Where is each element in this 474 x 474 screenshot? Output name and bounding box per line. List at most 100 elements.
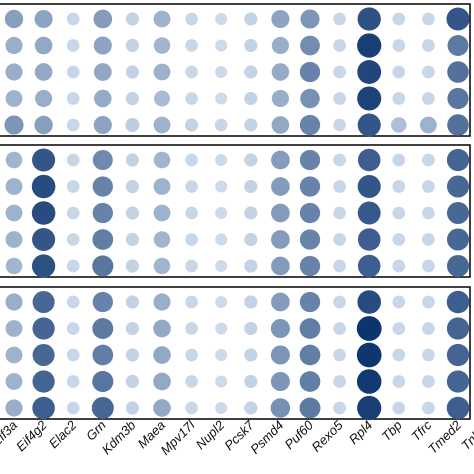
dot-kdm3b-panel3-row2 <box>126 322 139 335</box>
dot-eif4g2-panel2-row3 <box>32 201 56 225</box>
dot-rpl4-panel2-row5 <box>358 255 381 278</box>
dot-tfrc-panel3-row4 <box>422 375 435 388</box>
dot-rpl4-panel2-row1 <box>358 149 381 172</box>
dot-pcsk7-panel2-row2 <box>244 180 257 193</box>
dot-tmed2-panel3-row2 <box>447 317 469 339</box>
dot-maea-panel2-row3 <box>154 205 171 222</box>
dot-psmd4-panel2-row4 <box>271 230 290 249</box>
dot-tfrc-panel3-row5 <box>422 402 435 415</box>
dot-tfrc-panel3-row1 <box>422 296 435 309</box>
dot-psmd4-panel3-row3 <box>271 345 290 364</box>
tick-label-tbp: Tbp <box>378 418 404 444</box>
dot-grn-panel1-row2 <box>94 36 112 54</box>
dot-rpl4-panel1-row2 <box>357 33 381 57</box>
dot-eif4g2-panel3-row3 <box>33 344 55 366</box>
dot-puf60-panel3-row5 <box>300 398 321 419</box>
dot-rexo5-panel2-row1 <box>333 154 346 167</box>
dot-rpl4-panel3-row5 <box>357 396 381 420</box>
dot-tfrc-panel1-row1 <box>422 13 435 26</box>
dot-pcsk7-panel1-row2 <box>244 39 257 52</box>
dot-nupl2-panel3-row4 <box>215 375 227 387</box>
dot-rexo5-panel2-row3 <box>333 207 346 220</box>
panel-2 <box>0 145 474 278</box>
dot-tfrc-panel2-row2 <box>422 180 435 193</box>
dot-kdm3b-panel2-row4 <box>126 233 139 246</box>
dot-maea-panel1-row4 <box>154 91 170 107</box>
dot-psmd4-panel2-row3 <box>271 204 290 223</box>
dot-eif3a-panel2-row5 <box>6 258 23 275</box>
dot-grn-panel1-row3 <box>94 63 112 81</box>
dot-rexo5-panel1-row5 <box>333 119 346 132</box>
dot-mpv17l-panel2-row5 <box>185 260 198 273</box>
dot-nupl2-panel1-row1 <box>215 13 227 25</box>
dot-pcsk7-panel1-row5 <box>244 118 257 131</box>
dot-tmed2-panel1-row4 <box>447 88 468 109</box>
dot-tbp-panel2-row5 <box>392 260 405 273</box>
dot-eif3a-panel1-row4 <box>6 90 23 107</box>
dot-rpl4-panel3-row1 <box>357 290 381 314</box>
dot-pcsk7-panel2-row3 <box>244 206 257 219</box>
dot-grn-panel2-row1 <box>93 150 113 170</box>
dot-elac2-panel3-row5 <box>67 402 80 415</box>
dot-tbp-panel3-row3 <box>392 349 405 362</box>
dot-psmd4-panel3-row4 <box>271 372 290 391</box>
dot-elac2-panel3-row1 <box>67 296 80 309</box>
dot-maea-panel1-row3 <box>154 64 171 81</box>
dot-rexo5-panel1-row1 <box>333 13 346 26</box>
tick-label-tnks2: Tnks2 <box>458 417 474 453</box>
dot-tmed2-panel2-row4 <box>447 228 469 250</box>
dot-rexo5-panel2-row4 <box>333 233 346 246</box>
dot-psmd4-panel1-row2 <box>272 37 289 54</box>
dot-eif4g2-panel1-row5 <box>34 116 52 134</box>
dot-eif3a-panel2-row3 <box>6 205 23 222</box>
dot-elac2-panel1-row4 <box>67 92 80 105</box>
dot-psmd4-panel1-row4 <box>272 90 289 107</box>
dot-nupl2-panel3-row5 <box>215 402 227 414</box>
dot-kdm3b-panel3-row4 <box>126 375 139 388</box>
dot-eif3a-panel3-row4 <box>6 373 23 390</box>
dot-tfrc-panel2-row5 <box>422 260 435 273</box>
dot-mpv17l-panel2-row2 <box>185 180 198 193</box>
dot-tbp-panel3-row5 <box>392 402 405 415</box>
dot-eif4g2-panel3-row4 <box>32 370 54 392</box>
dot-tfrc-panel2-row1 <box>422 154 435 167</box>
dot-grn-panel3-row2 <box>92 318 113 339</box>
dot-mpv17l-panel2-row1 <box>185 154 198 167</box>
dot-elac2-panel2-row4 <box>67 233 80 246</box>
dot-psmd4-panel3-row2 <box>271 319 290 338</box>
dot-tmed2-panel2-row5 <box>447 255 469 277</box>
dot-puf60-panel3-row1 <box>300 292 320 312</box>
dot-rexo5-panel1-row3 <box>333 66 346 79</box>
dot-kdm3b-panel1-row1 <box>126 12 139 25</box>
dot-maea-panel2-row5 <box>154 258 171 275</box>
dot-eif4g2-panel1-row3 <box>35 63 53 81</box>
dot-mpv17l-panel3-row1 <box>185 296 198 309</box>
panels-layer <box>0 4 474 420</box>
dot-tbp-panel1-row4 <box>392 92 405 105</box>
dot-eif4g2-panel1-row1 <box>35 10 53 28</box>
dot-kdm3b-panel3-row3 <box>126 348 139 361</box>
dot-maea-panel1-row1 <box>154 11 171 28</box>
dot-tmed2-panel2-row3 <box>447 202 469 224</box>
dot-tmed2-panel1-row1 <box>446 7 469 30</box>
tick-label-psmd4: Psmd4 <box>247 418 286 457</box>
dot-tbp-panel2-row1 <box>392 154 405 167</box>
dot-mpv17l-panel1-row1 <box>185 13 198 26</box>
dot-tbp-panel2-row2 <box>392 180 405 193</box>
tick-label-eif4g2: Eif4g2 <box>13 417 50 454</box>
dot-pcsk7-panel2-row1 <box>244 153 257 166</box>
dot-grn-panel1-row4 <box>94 90 112 108</box>
dot-tmed2-panel2-row2 <box>447 175 469 197</box>
dot-rpl4-panel2-row4 <box>358 228 381 251</box>
dot-maea-panel2-row4 <box>154 231 171 248</box>
dot-rpl4-panel1-row1 <box>358 7 381 30</box>
dot-pcsk7-panel3-row4 <box>244 375 257 388</box>
dot-elac2-panel1-row2 <box>67 39 80 52</box>
dot-mpv17l-panel3-row3 <box>185 349 198 362</box>
dot-maea-panel3-row1 <box>153 293 170 310</box>
dot-puf60-panel2-row4 <box>300 229 320 249</box>
dot-psmd4-panel1-row3 <box>272 63 290 81</box>
dot-tbp-panel1-row1 <box>392 13 405 26</box>
dot-grn-panel1-row1 <box>93 10 112 29</box>
